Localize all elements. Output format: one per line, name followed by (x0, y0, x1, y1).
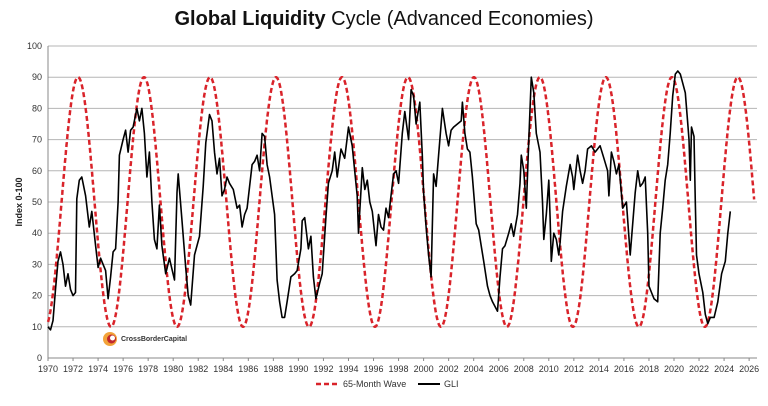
x-tick-label: 1972 (63, 364, 83, 374)
x-axis-ticks: 1970 1972 1974 1976 1978 1980 1982 1984 1986 1988… (38, 358, 759, 374)
x-tick-label: 1982 (188, 364, 208, 374)
series-line-65-month-wave (46, 75, 756, 329)
x-tick-label: 2004 (464, 364, 484, 374)
x-tick-label: 2026 (739, 364, 759, 374)
x-tick-label: 2014 (589, 364, 609, 374)
logo-mark-center (110, 335, 115, 341)
chart-title-rest: Cycle (Advanced Economies) (325, 8, 594, 30)
y-axis-label: Index 0-100 (14, 177, 24, 226)
legend: 65-Month Wave GLI (316, 379, 459, 389)
x-tick-label: 1998 (389, 364, 409, 374)
chart-title: Global Liquidity Cycle (Advanced Economi… (0, 8, 768, 31)
y-tick-label: 30 (32, 259, 42, 269)
x-tick-label: 1978 (138, 364, 158, 374)
y-tick-label: 10 (32, 322, 42, 332)
x-tick-label: 2012 (564, 364, 584, 374)
x-tick-label: 1984 (213, 364, 233, 374)
y-tick-label: 80 (32, 103, 42, 113)
x-tick-label: 2022 (689, 364, 709, 374)
y-tick-label: 100 (27, 41, 42, 51)
x-tick-label: 2018 (639, 364, 659, 374)
series-group (46, 70, 756, 331)
y-tick-label: 70 (32, 135, 42, 145)
x-tick-label: 1974 (88, 364, 108, 374)
y-tick-label: 90 (32, 72, 42, 82)
x-tick-label: 1976 (113, 364, 133, 374)
x-tick-label: 2024 (714, 364, 734, 374)
logo: CrossBorderCapital (103, 332, 187, 346)
x-tick-label: 2006 (489, 364, 509, 374)
y-tick-label: 40 (32, 228, 42, 238)
x-tick-label: 1990 (288, 364, 308, 374)
chart-title-bold: Global Liquidity (174, 8, 326, 30)
x-tick-label: 1994 (338, 364, 358, 374)
logo-text: CrossBorderCapital (121, 336, 187, 343)
x-tick-label: 1970 (38, 364, 58, 374)
y-tick-label: 20 (32, 291, 42, 301)
legend-label-gli: GLI (444, 379, 459, 389)
x-tick-label: 2002 (439, 364, 459, 374)
x-tick-label: 1996 (364, 364, 384, 374)
y-axis-ticks: 0 10 20 30 40 50 60 70 80 90 100 (27, 41, 42, 363)
x-tick-label: 1980 (163, 364, 183, 374)
gridlines (47, 45, 757, 359)
x-tick-label: 1992 (313, 364, 333, 374)
x-tick-label: 2020 (664, 364, 684, 374)
y-tick-label: 50 (32, 197, 42, 207)
x-tick-label: 2016 (614, 364, 634, 374)
y-tick-label: 60 (32, 166, 42, 176)
x-tick-label: 1988 (263, 364, 283, 374)
series-line-gli (47, 70, 732, 331)
legend-label-wave: 65-Month Wave (343, 379, 406, 389)
x-tick-label: 2010 (539, 364, 559, 374)
x-tick-label: 2000 (414, 364, 434, 374)
x-tick-label: 2008 (514, 364, 534, 374)
y-tick-label: 0 (37, 353, 42, 363)
x-tick-label: 1986 (238, 364, 258, 374)
